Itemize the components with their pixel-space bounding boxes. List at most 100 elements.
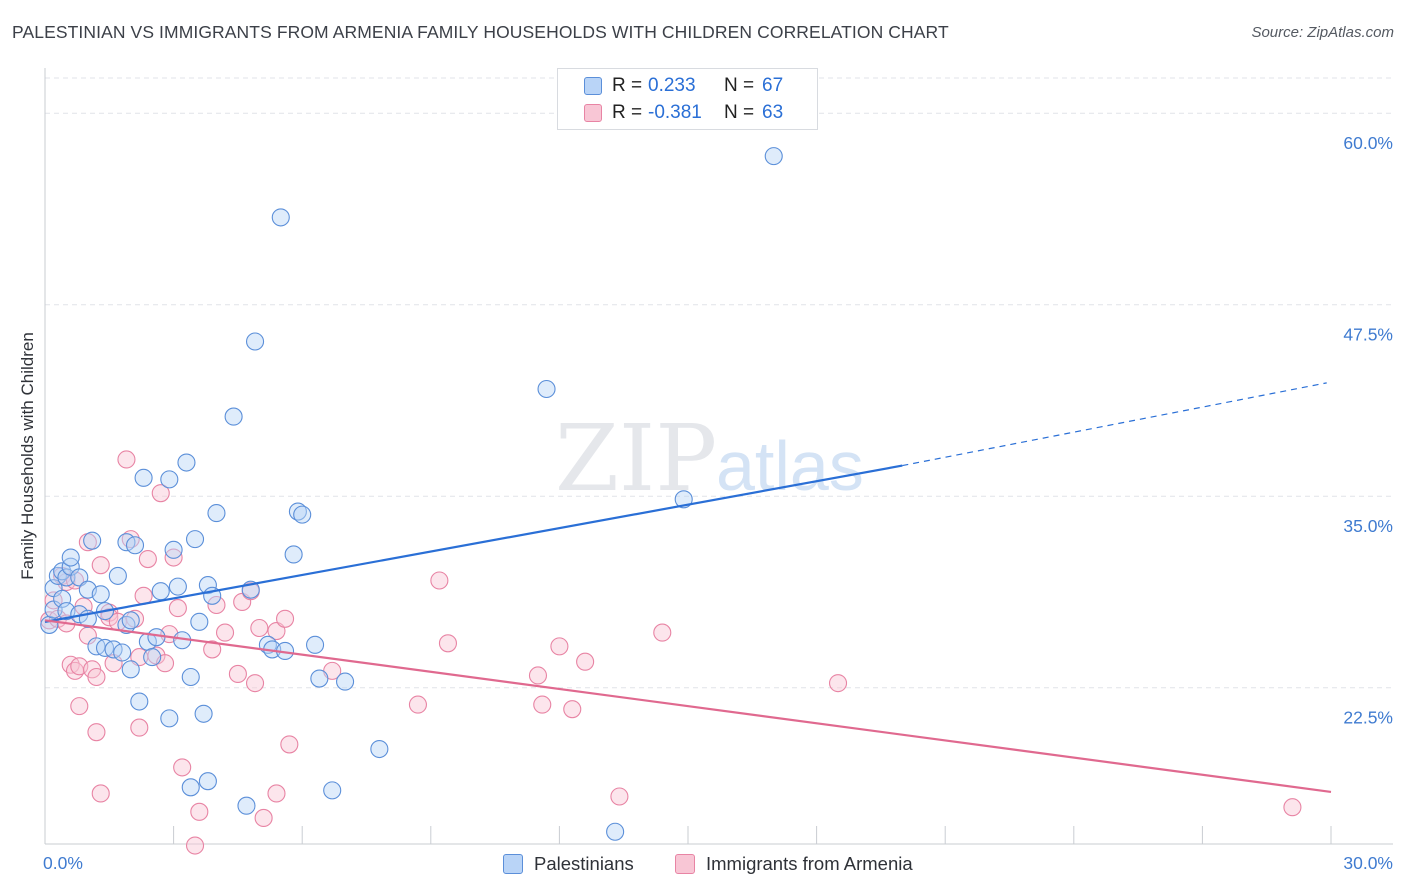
- data-point-armenia: [528, 666, 548, 685]
- data-point-armenia: [250, 618, 269, 638]
- data-point-palestinians: [121, 660, 140, 679]
- legend-row-palestinians: R = 0.233 N = 67: [584, 74, 783, 98]
- data-point-armenia: [276, 609, 295, 628]
- trend-line-palestinians-extension: [902, 382, 1327, 467]
- bottom-legend-swatch-blue: [503, 854, 523, 874]
- data-point-armenia: [550, 637, 569, 656]
- data-point-palestinians: [83, 531, 102, 550]
- legend-row-armenia: R = -0.381 N = 63: [584, 101, 783, 125]
- data-point-palestinians: [207, 504, 226, 523]
- data-point-palestinians: [91, 585, 110, 604]
- data-point-palestinians: [293, 505, 312, 524]
- legend-r-label: R =: [612, 75, 643, 96]
- data-point-armenia: [87, 667, 106, 687]
- data-point-palestinians: [134, 468, 153, 487]
- data-point-palestinians: [57, 568, 76, 587]
- watermark-atlas: atlas: [716, 427, 864, 505]
- data-point-armenia: [254, 808, 273, 828]
- axes: [44, 68, 1393, 845]
- data-point-palestinians: [537, 379, 556, 399]
- y-tick-label: 60.0%: [1343, 133, 1393, 153]
- data-point-armenia: [228, 664, 247, 683]
- data-point-palestinians: [143, 648, 162, 667]
- data-point-palestinians: [70, 568, 89, 587]
- data-point-armenia: [70, 697, 89, 716]
- legend-r-value: -0.381: [648, 102, 702, 123]
- data-point-armenia: [215, 623, 235, 642]
- data-point-armenia: [408, 695, 427, 714]
- data-point-palestinians: [130, 692, 149, 711]
- x-tick-label: 30.0%: [1343, 853, 1393, 873]
- data-point-palestinians: [125, 536, 145, 555]
- data-point-armenia: [533, 695, 552, 714]
- legend-n-value: 67: [762, 75, 784, 96]
- data-point-palestinians: [185, 530, 205, 549]
- legend-swatch-blue: [584, 77, 602, 95]
- bottom-legend-label: Palestinians: [534, 853, 634, 874]
- data-point-palestinians: [151, 582, 170, 601]
- data-point-palestinians: [198, 772, 217, 791]
- data-point-armenia: [190, 802, 209, 821]
- watermark-zip: ZIP: [555, 405, 717, 512]
- legend-n-label: N =: [724, 75, 755, 96]
- legend-n-label: N =: [724, 102, 755, 123]
- watermark: ZIP atlas: [555, 405, 864, 512]
- data-point-palestinians: [160, 470, 179, 489]
- data-point-palestinians: [164, 540, 183, 559]
- data-point-armenia: [828, 674, 848, 693]
- data-point-palestinians: [181, 667, 200, 687]
- legend-r-label: R =: [612, 102, 643, 123]
- data-point-armenia: [151, 484, 170, 503]
- data-point-palestinians: [606, 822, 625, 841]
- bottom-legend-label: Immigrants from Armenia: [706, 853, 913, 874]
- trend-line-palestinians: [44, 464, 903, 623]
- data-point-palestinians: [168, 577, 187, 596]
- data-point-palestinians: [194, 704, 213, 723]
- data-point-palestinians: [147, 628, 166, 647]
- data-point-armenia: [138, 549, 157, 569]
- bottom-legend-swatch-pink: [675, 854, 695, 874]
- y-tick-label: 22.5%: [1343, 708, 1393, 728]
- data-point-palestinians: [190, 612, 209, 631]
- data-point-armenia: [91, 556, 110, 575]
- data-point-palestinians: [284, 545, 303, 564]
- data-point-palestinians: [113, 643, 132, 662]
- legend-r-value: 0.233: [648, 75, 696, 96]
- data-point-palestinians: [764, 147, 783, 166]
- data-point-palestinians: [323, 781, 342, 800]
- data-point-armenia: [438, 634, 457, 653]
- data-point-armenia: [267, 622, 286, 641]
- data-point-palestinians: [306, 635, 325, 654]
- data-point-palestinians: [310, 669, 329, 688]
- series-palestinians: [40, 147, 783, 841]
- data-point-armenia: [430, 571, 449, 590]
- data-point-armenia: [245, 674, 265, 693]
- data-point-armenia: [280, 735, 299, 754]
- x-tick-label: 0.0%: [43, 853, 83, 873]
- legend-n-value: 63: [762, 102, 784, 123]
- data-point-armenia: [185, 836, 205, 855]
- source-label: Source: ZipAtlas.com: [1251, 24, 1394, 41]
- data-point-armenia: [91, 784, 110, 803]
- bottom-legend: Palestinians Immigrants from Armenia: [0, 852, 1406, 876]
- data-point-palestinians: [198, 576, 217, 595]
- data-point-palestinians: [370, 739, 389, 759]
- data-point-armenia: [1283, 798, 1302, 817]
- data-point-armenia: [563, 700, 582, 719]
- y-tick-label: 47.5%: [1343, 325, 1393, 345]
- bottom-legend-palestinians[interactable]: Palestinians: [503, 852, 634, 876]
- data-point-palestinians: [177, 453, 196, 472]
- data-point-palestinians: [237, 796, 256, 815]
- data-point-palestinians: [271, 208, 290, 227]
- data-point-armenia: [130, 718, 149, 737]
- data-point-armenia: [576, 652, 595, 671]
- data-point-palestinians: [61, 548, 80, 567]
- data-point-palestinians: [160, 709, 179, 728]
- bottom-legend-armenia[interactable]: Immigrants from Armenia: [675, 852, 913, 876]
- legend-swatch-pink: [584, 104, 602, 122]
- data-point-palestinians: [224, 407, 243, 426]
- trend-line-armenia: [44, 619, 1332, 794]
- data-point-palestinians: [674, 490, 693, 509]
- data-point-armenia: [267, 784, 286, 803]
